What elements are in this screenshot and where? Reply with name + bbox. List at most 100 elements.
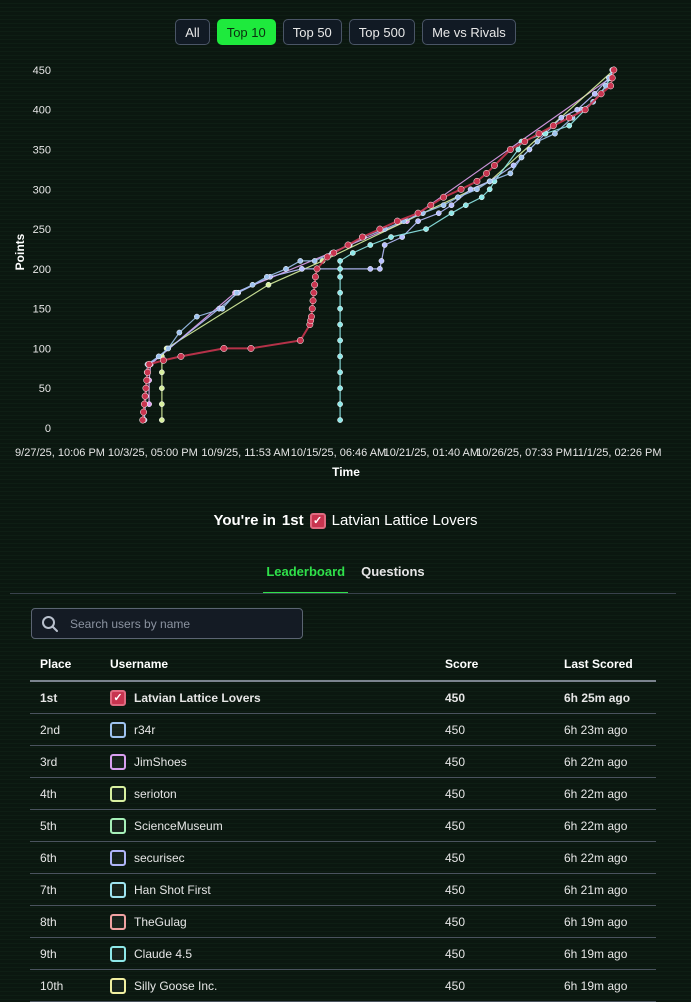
row-username[interactable]: ScienceMuseum — [134, 818, 223, 833]
data-point — [415, 218, 421, 224]
table-row[interactable]: 7th Han Shot First 450 6h 21m ago — [30, 873, 656, 906]
table-row[interactable]: 10th Silly Goose Inc. 450 6h 19m ago — [30, 969, 656, 1002]
y-tick-label: 150 — [33, 304, 51, 316]
filter-all-button[interactable]: All — [175, 19, 210, 45]
data-point — [506, 146, 514, 153]
row-place: 6th — [30, 841, 100, 874]
data-point — [165, 345, 172, 352]
data-point — [349, 250, 356, 256]
data-point — [311, 273, 319, 281]
data-point — [344, 241, 352, 249]
filter-top500-button[interactable]: Top 500 — [348, 19, 416, 45]
data-point — [388, 234, 394, 240]
data-point — [455, 194, 461, 201]
row-last-scored: 6h 22m ago — [554, 745, 656, 778]
y-tick-label: 350 — [33, 145, 51, 157]
filter-rivals-button[interactable]: Me vs Rivals — [422, 19, 516, 45]
data-point — [313, 265, 321, 273]
row-last-scored: 6h 19m ago — [554, 969, 656, 1002]
checkbox-icon[interactable] — [110, 753, 126, 770]
search-box — [31, 608, 303, 639]
data-point — [337, 266, 343, 272]
search-input[interactable] — [68, 615, 292, 632]
tab-questions[interactable]: Questions — [361, 564, 425, 579]
row-place: 5th — [30, 809, 100, 842]
filter-top10-button[interactable]: Top 10 — [216, 19, 276, 45]
y-tick-label: 450 — [33, 65, 51, 77]
data-point — [337, 385, 343, 392]
table-row[interactable]: 2nd r34r 450 6h 23m ago — [30, 713, 656, 746]
table-row[interactable]: 1st ✓ Latvian Lattice Lovers 450 6h 25m ago — [30, 681, 656, 714]
data-point — [337, 305, 343, 312]
x-tick-label: 10/21/25, 01:40 AM — [384, 447, 479, 459]
row-username[interactable]: serioton — [134, 786, 177, 801]
table-row[interactable]: 9th Claude 4.5 450 6h 19m ago — [30, 937, 656, 970]
row-username[interactable]: Silly Goose Inc. — [134, 978, 218, 993]
row-username[interactable]: JimShoes — [134, 754, 187, 769]
checkbox-icon[interactable] — [110, 945, 126, 962]
table-row[interactable]: 5th ScienceMuseum 450 6h 22m ago — [30, 809, 656, 842]
data-point — [381, 242, 388, 248]
checkbox-icon[interactable] — [110, 817, 126, 834]
data-point — [597, 90, 605, 98]
row-username-cell: JimShoes — [100, 745, 435, 778]
row-username[interactable]: r34r — [134, 722, 156, 737]
table-row[interactable]: 8th TheGulag 450 6h 19m ago — [30, 905, 656, 938]
row-score: 450 — [435, 969, 554, 1002]
data-point — [337, 353, 343, 360]
score-chart: 0 50 100 150 200 250 300 350 400 450 9/27/25, 10:0… — [13, 65, 662, 479]
row-username[interactable]: Claude 4.5 — [134, 946, 193, 961]
row-username[interactable]: Han Shot First — [134, 882, 211, 897]
y-tick-label: 0 — [45, 423, 51, 435]
row-username-cell: Claude 4.5 — [100, 937, 435, 970]
row-score: 450 — [435, 777, 554, 810]
data-point — [591, 90, 598, 97]
row-username[interactable]: Latvian Lattice Lovers — [134, 690, 261, 705]
data-point — [337, 369, 343, 376]
table-row[interactable]: 4th serioton 450 6h 22m ago — [30, 777, 656, 810]
checkbox-icon[interactable] — [110, 977, 126, 994]
data-point — [535, 130, 543, 138]
data-point — [159, 417, 165, 423]
row-place: 7th — [30, 873, 100, 906]
checkbox-icon[interactable] — [110, 721, 126, 738]
checkbox-checked-icon[interactable]: ✓ — [110, 689, 126, 706]
data-point — [177, 352, 185, 360]
row-place: 10th — [30, 969, 100, 1002]
data-point — [176, 329, 183, 336]
data-point — [414, 209, 422, 217]
row-score: 450 — [435, 681, 554, 714]
row-username[interactable]: TheGulag — [134, 914, 187, 929]
tab-leaderboard[interactable]: Leaderboard — [263, 556, 349, 594]
data-point — [311, 258, 318, 264]
data-point — [462, 202, 469, 209]
checkbox-icon[interactable] — [110, 881, 126, 898]
row-username-wrap: Han Shot First — [110, 881, 425, 898]
x-tick-label: 10/26/25, 07:33 PM — [476, 447, 572, 459]
y-tick-label: 300 — [33, 184, 51, 196]
row-username-wrap: r34r — [110, 721, 425, 738]
row-last-scored: 6h 23m ago — [554, 713, 656, 746]
row-username[interactable]: securisec — [134, 850, 185, 865]
filter-top50-button[interactable]: Top 50 — [282, 19, 342, 45]
checkbox-icon[interactable] — [110, 913, 126, 930]
data-point — [521, 138, 529, 146]
row-username-cell: Silly Goose Inc. — [100, 969, 435, 1002]
checkbox-icon[interactable] — [110, 785, 126, 802]
data-point — [549, 122, 557, 130]
row-username-cell: ✓ Latvian Lattice Lovers — [100, 681, 435, 714]
row-username-cell: serioton — [100, 777, 435, 810]
data-point — [457, 185, 465, 193]
row-username-wrap: ScienceMuseum — [110, 817, 425, 834]
data-point — [140, 408, 148, 416]
data-point — [330, 249, 338, 257]
row-username-cell: securisec — [100, 841, 435, 874]
data-point — [608, 74, 616, 82]
data-point — [297, 258, 304, 264]
table-row[interactable]: 3rd JimShoes 450 6h 22m ago — [30, 745, 656, 778]
data-point — [440, 202, 447, 209]
x-tick-label: 10/9/25, 11:53 AM — [201, 447, 289, 459]
checkbox-icon[interactable] — [110, 849, 126, 866]
data-point — [515, 146, 522, 153]
table-row[interactable]: 6th securisec 450 6h 22m ago — [30, 841, 656, 874]
